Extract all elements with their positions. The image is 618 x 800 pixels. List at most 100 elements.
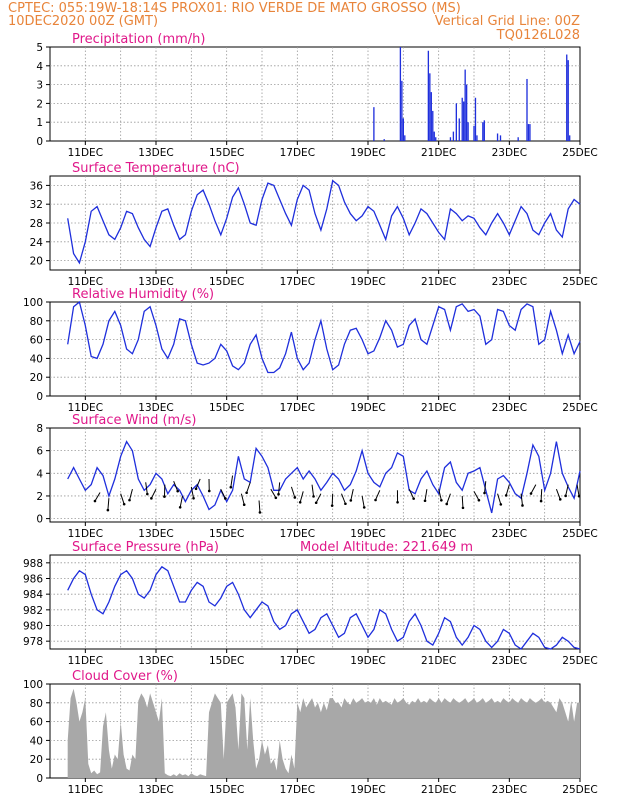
precipitation-bar (567, 60, 569, 141)
pressure-title: Surface Pressure (hPa) (72, 540, 219, 555)
humidity-xtick-label: 11DEC (68, 402, 103, 414)
wind-xtick-label: 25DEC (562, 528, 597, 540)
temperature-panel: 20 24 28 32 36 11DEC 13DEC 15DEC 17DEC 19DEC 21DEC… (30, 161, 598, 288)
wind-arrow (94, 492, 101, 502)
wind-xtick-label: 19DEC (350, 528, 385, 540)
cloud-cover-xtick-label: 15DEC (209, 784, 244, 796)
humidity-line (67, 300, 581, 374)
wind-arrow (311, 484, 315, 497)
precipitation-bar (373, 107, 375, 141)
precipitation-bar (517, 137, 519, 141)
temperature-frame (49, 175, 581, 271)
header-grid-note: Vertical Grid Line: 00Z (435, 14, 580, 29)
header-line1: CPTEC: 055:19W-18:14S PROX01: RIO VERDE … (8, 1, 461, 16)
temperature-xtick-label: 23DEC (492, 276, 527, 288)
wind-arrow-head (577, 494, 581, 498)
wind-arrow (438, 489, 442, 501)
humidity-xtick-label: 15DEC (209, 402, 244, 414)
cloud-cover-xtick-label: 19DEC (350, 784, 385, 796)
precipitation-bar (566, 54, 568, 141)
wind-arrow (120, 493, 125, 505)
precipitation-xtick-label: 15DEC (209, 147, 244, 159)
wind-title: Surface Wind (m/s) (72, 413, 196, 428)
temperature-xtick-label: 19DEC (350, 276, 385, 288)
temperature-ytick-label: 20 (30, 256, 43, 268)
wind-arrow-head (106, 508, 110, 512)
temperature-ytick-label: 28 (30, 218, 43, 230)
wind-arrow (190, 486, 195, 499)
pressure-xtick-label: 23DEC (492, 655, 527, 667)
wind-arrow-head (314, 501, 318, 505)
humidity-panel: 0 20 40 60 80 100 11DEC 13DEC 15DEC 17DEC 19DEC 21D… (23, 287, 598, 414)
precipitation-bar (433, 131, 435, 141)
wind-arrow-head (396, 500, 399, 504)
precipitation-bar (455, 103, 457, 141)
wind-arrow-head (245, 491, 248, 495)
wind-ytick-label: 2 (36, 491, 43, 503)
wind-xtick-label: 15DEC (209, 528, 244, 540)
humidity-xtick-label: 19DEC (350, 402, 385, 414)
humidity-ytick-label: 100 (23, 297, 43, 309)
wind-arrow (150, 488, 157, 499)
precipitation-bar (435, 137, 437, 141)
humidity-ytick-label: 0 (36, 391, 43, 403)
cloud-cover-xtick-label: 25DEC (562, 784, 597, 796)
precipitation-xtick-label: 11DEC (68, 147, 103, 159)
wind-arrow (408, 488, 415, 499)
precipitation-bar (449, 137, 452, 141)
wind-arrow-head (128, 498, 131, 502)
pressure-xtick-label: 25DEC (562, 655, 597, 667)
precipitation-bar (432, 110, 434, 141)
wind-xtick-label: 21DEC (421, 528, 456, 540)
precipitation-bar (399, 47, 402, 141)
wind-arrow-head (122, 502, 126, 506)
pressure-xtick-label: 13DEC (138, 655, 173, 667)
precipitation-bar (429, 73, 431, 141)
humidity-title: Relative Humidity (%) (72, 287, 214, 302)
wind-arrow-head (558, 498, 562, 501)
precipitation-bar (427, 50, 430, 142)
precipitation-xtick-label: 19DEC (350, 147, 385, 159)
wind-arrow (461, 495, 464, 508)
pressure-ytick-label: 982 (23, 605, 43, 617)
cloud-cover-ytick-label: 20 (30, 754, 43, 766)
wind-arrow-head (312, 495, 315, 498)
precipitation-bar (496, 133, 499, 141)
cloud-cover-ytick-label: 60 (30, 717, 43, 729)
cloud-cover-panel: 0 20 40 60 80 100 11DEC 13DEC 15DEC 17DEC 19DEC 21D… (23, 669, 598, 796)
temperature-xtick-label: 15DEC (209, 276, 244, 288)
temperature-ytick-label: 36 (30, 180, 44, 192)
precipitation-bar (482, 122, 484, 141)
wind-arrow (565, 484, 569, 496)
cloud-cover-ytick-label: 100 (23, 679, 43, 691)
precipitation-ytick-label: 1 (36, 117, 43, 129)
wind-arrow-head (477, 498, 481, 502)
wind-arrow-head (176, 489, 179, 493)
wind-arrow (129, 489, 133, 501)
wind-arrow (497, 493, 502, 505)
wind-arrow-head (207, 489, 211, 493)
pressure-ytick-label: 984 (23, 589, 43, 601)
wind-arrow (555, 488, 561, 500)
wind-arrow (258, 500, 261, 513)
wind-arrow (530, 484, 537, 494)
wind-arrow-head (277, 492, 280, 496)
wind-arrow-head (461, 506, 465, 510)
pressure-frame (49, 554, 581, 650)
precipitation-bar (402, 118, 404, 141)
temperature-line (67, 179, 581, 265)
temperature-ytick-label: 24 (30, 237, 44, 249)
cloud-cover-xtick-label: 11DEC (68, 784, 103, 796)
wind-arrow-head (293, 496, 297, 499)
pressure-xtick-label: 11DEC (68, 655, 103, 667)
pressure-xtick-label: 15DEC (209, 655, 244, 667)
precipitation-bar (401, 80, 403, 141)
wind-arrow-head (192, 497, 195, 500)
wind-frame (49, 427, 581, 523)
wind-arrow-head (242, 503, 246, 507)
wind-arrow-head (529, 492, 533, 495)
wind-arrow-head (146, 492, 149, 496)
cloud-cover-area (67, 688, 580, 778)
precipitation-frame (49, 46, 581, 142)
